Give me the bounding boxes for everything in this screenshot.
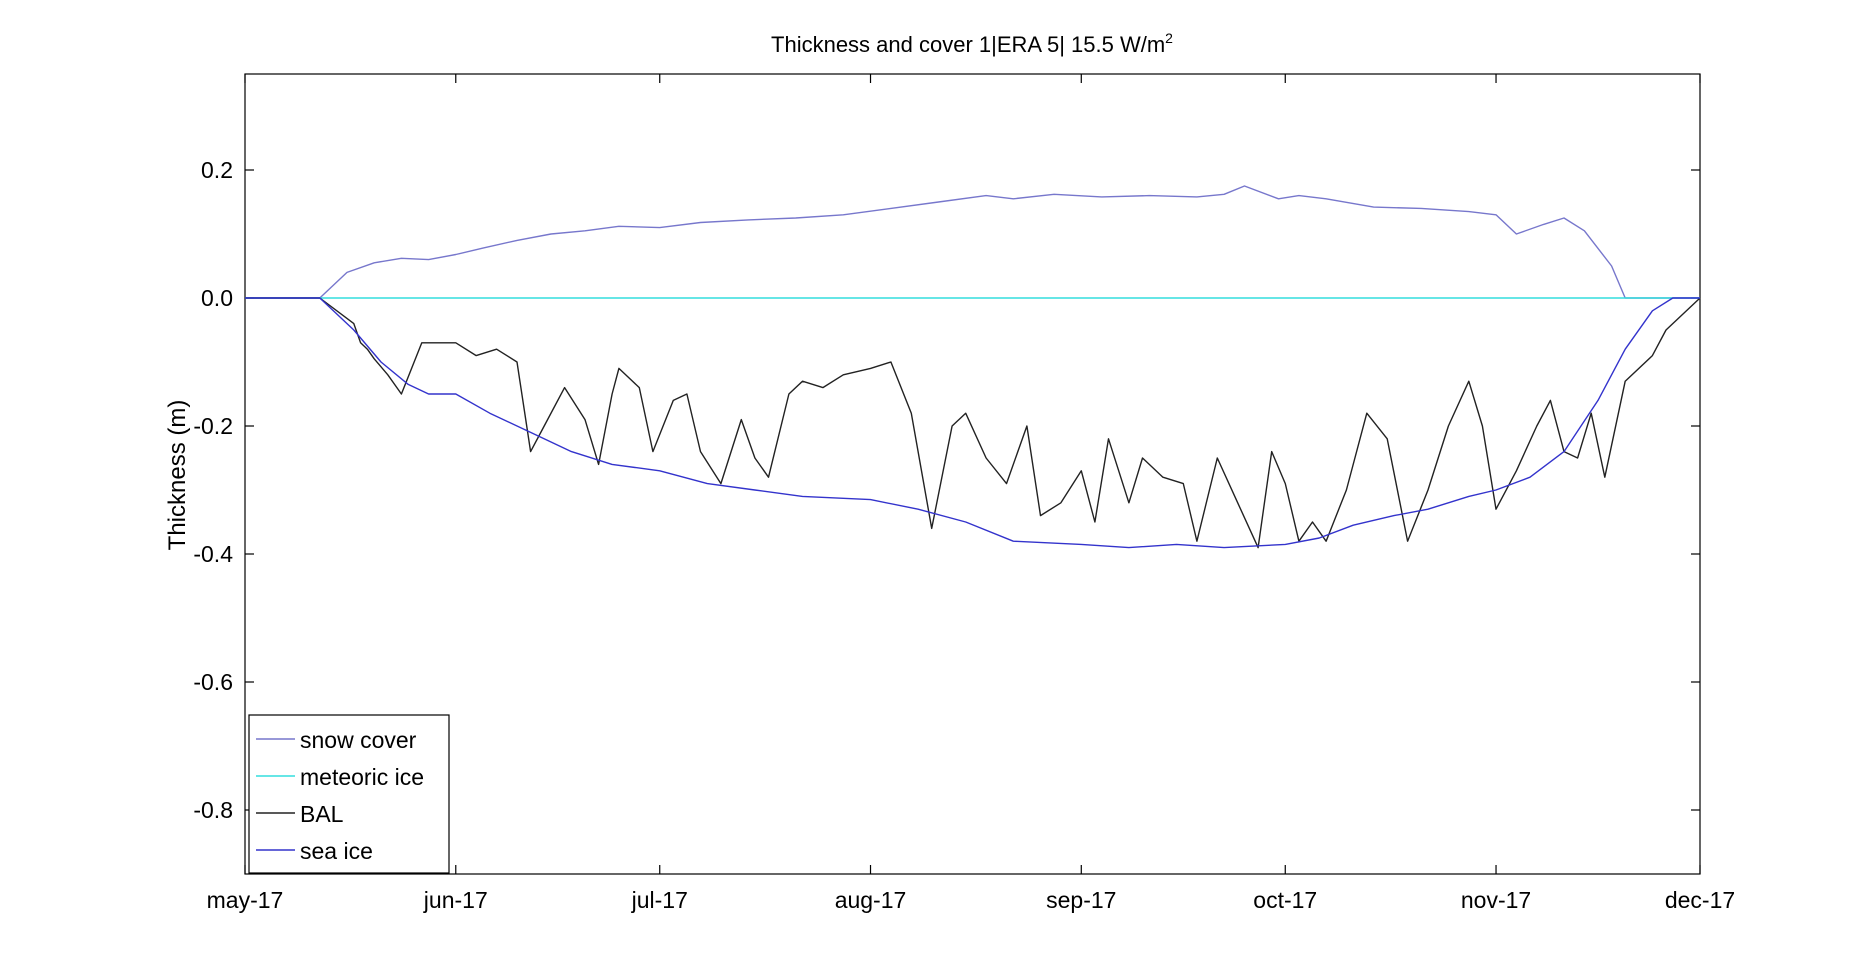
x-tick-label: dec-17 bbox=[1665, 887, 1735, 913]
x-tick-label: nov-17 bbox=[1461, 887, 1531, 913]
x-tick-label: may-17 bbox=[207, 887, 284, 913]
y-tick-label: -0.4 bbox=[193, 541, 233, 567]
x-tick-label: aug-17 bbox=[835, 887, 907, 913]
legend-label-bal: BAL bbox=[300, 801, 344, 827]
chart-title: Thickness and cover 1|ERA 5| 15.5 W/m2 bbox=[771, 30, 1173, 57]
x-tick-label: jun-17 bbox=[423, 887, 488, 913]
y-tick-label: 0.2 bbox=[201, 157, 233, 183]
y-tick-label: -0.2 bbox=[193, 413, 233, 439]
plot-area bbox=[244, 73, 1701, 875]
y-tick-label: 0.0 bbox=[201, 285, 233, 311]
series-line-sea-ice bbox=[245, 297, 1700, 549]
y-axis-label: Thickness (m) bbox=[164, 400, 191, 551]
series-line-bal bbox=[245, 297, 1701, 549]
y-tick-label: -0.6 bbox=[193, 669, 233, 695]
series-line-snow-cover bbox=[245, 185, 1700, 299]
axis-ticks: may-17 jun-17 jul-17 aug-17 sep-17 oct-17 nov-… bbox=[193, 74, 1735, 913]
x-tick-label: jul-17 bbox=[631, 887, 688, 913]
x-tick-label: oct-17 bbox=[1253, 887, 1317, 913]
legend-label-sea-ice: sea ice bbox=[300, 838, 373, 864]
y-tick-label: -0.8 bbox=[193, 797, 233, 823]
x-tick-label: sep-17 bbox=[1046, 887, 1116, 913]
legend-label-snow-cover: snow cover bbox=[300, 727, 417, 753]
legend: snow cover meteoric ice BAL sea ice bbox=[248, 714, 450, 874]
legend-label-meteoric-ice: meteoric ice bbox=[300, 764, 424, 790]
legend-box bbox=[248, 714, 450, 874]
series-lines bbox=[245, 185, 1701, 549]
